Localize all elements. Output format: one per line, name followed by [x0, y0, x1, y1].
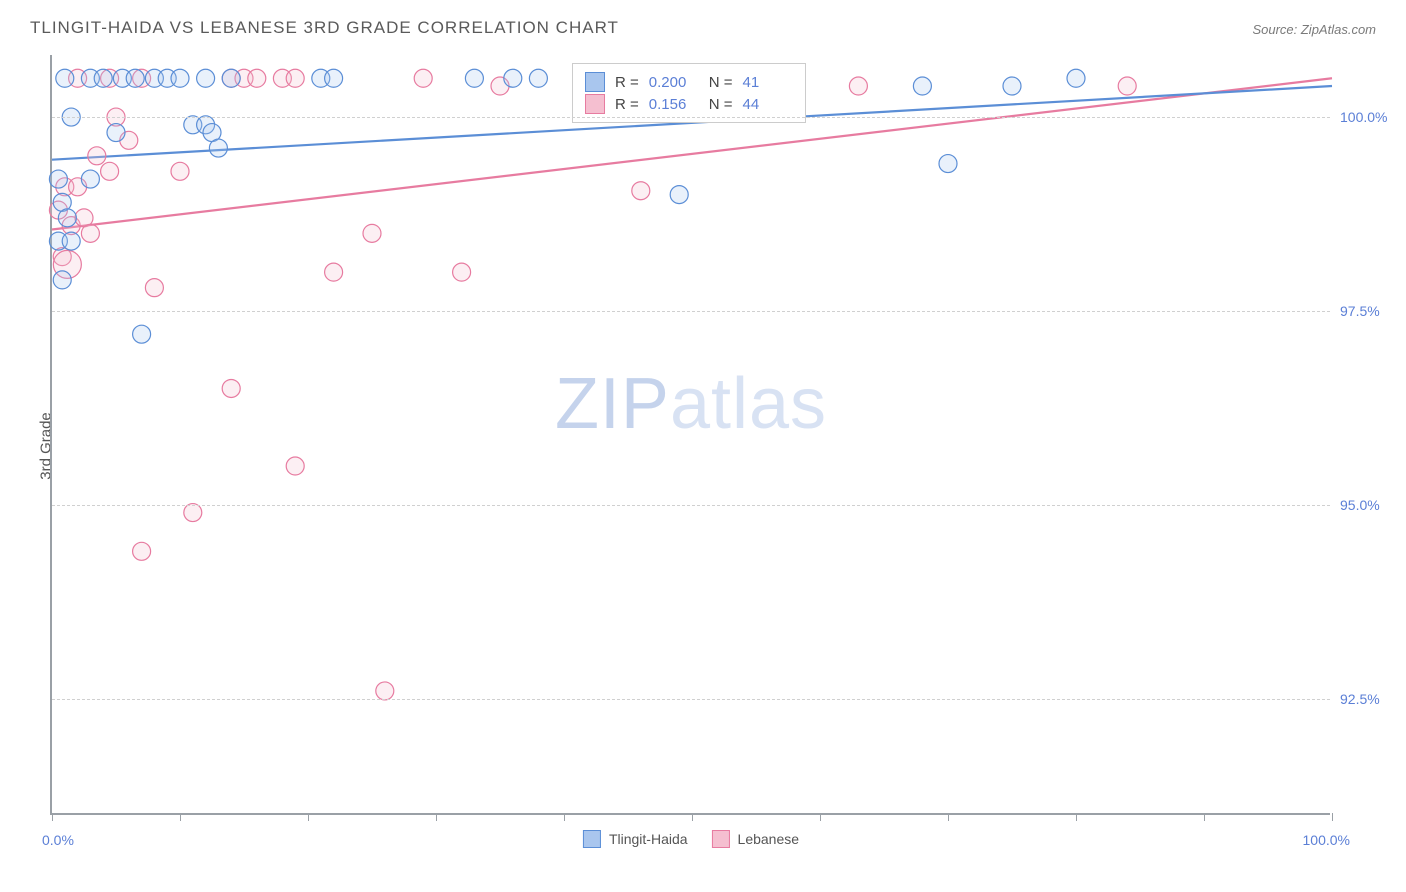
stats-r-label: R =: [615, 74, 639, 91]
gridline-horizontal: [52, 505, 1330, 506]
scatter-point: [325, 69, 343, 87]
scatter-point: [81, 224, 99, 242]
y-tick-label: 97.5%: [1340, 303, 1400, 319]
scatter-point: [453, 263, 471, 281]
legend-item: Tlingit-Haida: [583, 830, 688, 848]
scatter-point: [1118, 77, 1136, 95]
scatter-point: [101, 162, 119, 180]
scatter-point: [222, 69, 240, 87]
scatter-point: [94, 69, 112, 87]
source-attribution: Source: ZipAtlas.com: [1252, 22, 1376, 37]
scatter-point: [107, 124, 125, 142]
scatter-point: [49, 170, 67, 188]
x-axis-min-label: 0.0%: [42, 832, 74, 848]
legend-swatch: [712, 830, 730, 848]
scatter-point: [133, 325, 151, 343]
stats-r-value-tlingit: 0.200: [649, 74, 699, 91]
stats-n-label: N =: [709, 74, 733, 91]
x-tick: [1076, 813, 1077, 821]
scatter-point: [1067, 69, 1085, 87]
gridline-horizontal: [52, 117, 1330, 118]
scatter-point: [504, 69, 522, 87]
scatter-point: [913, 77, 931, 95]
scatter-point: [414, 69, 432, 87]
y-tick-label: 100.0%: [1340, 109, 1400, 125]
stats-swatch-tlingit: [585, 72, 605, 92]
stats-n-value-tlingit: 41: [743, 74, 793, 91]
scatter-point: [939, 155, 957, 173]
scatter-point: [171, 69, 189, 87]
scatter-point: [184, 504, 202, 522]
scatter-point: [670, 186, 688, 204]
stats-r-label: R =: [615, 96, 639, 113]
x-axis-max-label: 100.0%: [1303, 832, 1350, 848]
scatter-point: [53, 271, 71, 289]
stats-n-label: N =: [709, 96, 733, 113]
y-tick-label: 95.0%: [1340, 497, 1400, 513]
legend-label: Tlingit-Haida: [609, 831, 688, 847]
stats-row-lebanese: R = 0.156 N = 44: [585, 94, 793, 114]
scatter-point: [529, 69, 547, 87]
scatter-point: [62, 232, 80, 250]
chart-plot-area: ZIPatlas R = 0.200 N = 41 R = 0.156 N = …: [50, 55, 1330, 815]
legend-item: Lebanese: [712, 830, 800, 848]
x-tick: [692, 813, 693, 821]
scatter-point: [126, 69, 144, 87]
scatter-point: [56, 69, 74, 87]
legend-swatch: [583, 830, 601, 848]
scatter-point: [88, 147, 106, 165]
scatter-point: [325, 263, 343, 281]
x-tick: [1204, 813, 1205, 821]
scatter-point: [248, 69, 266, 87]
scatter-point: [133, 542, 151, 560]
scatter-point: [197, 69, 215, 87]
stats-row-tlingit: R = 0.200 N = 41: [585, 72, 793, 92]
x-tick: [1332, 813, 1333, 821]
scatter-point: [222, 379, 240, 397]
gridline-horizontal: [52, 699, 1330, 700]
gridline-horizontal: [52, 311, 1330, 312]
x-tick: [820, 813, 821, 821]
legend-label: Lebanese: [738, 831, 800, 847]
scatter-point: [465, 69, 483, 87]
correlation-stats-box: R = 0.200 N = 41 R = 0.156 N = 44: [572, 63, 806, 123]
y-tick-label: 92.5%: [1340, 691, 1400, 707]
chart-title: TLINGIT-HAIDA VS LEBANESE 3RD GRADE CORR…: [30, 18, 619, 38]
scatter-point: [376, 682, 394, 700]
scatter-point: [145, 279, 163, 297]
stats-swatch-lebanese: [585, 94, 605, 114]
scatter-point: [171, 162, 189, 180]
x-tick: [948, 813, 949, 821]
stats-n-value-lebanese: 44: [743, 96, 793, 113]
scatter-point: [363, 224, 381, 242]
x-tick: [308, 813, 309, 821]
scatter-point: [209, 139, 227, 157]
stats-r-value-lebanese: 0.156: [649, 96, 699, 113]
x-tick: [436, 813, 437, 821]
scatter-point: [81, 170, 99, 188]
scatter-point: [286, 69, 304, 87]
x-tick: [180, 813, 181, 821]
scatter-point: [849, 77, 867, 95]
scatter-point: [286, 457, 304, 475]
x-tick: [564, 813, 565, 821]
scatter-point: [1003, 77, 1021, 95]
scatter-point: [632, 182, 650, 200]
scatter-point: [58, 209, 76, 227]
legend: Tlingit-Haida Lebanese: [583, 830, 799, 848]
x-tick: [52, 813, 53, 821]
